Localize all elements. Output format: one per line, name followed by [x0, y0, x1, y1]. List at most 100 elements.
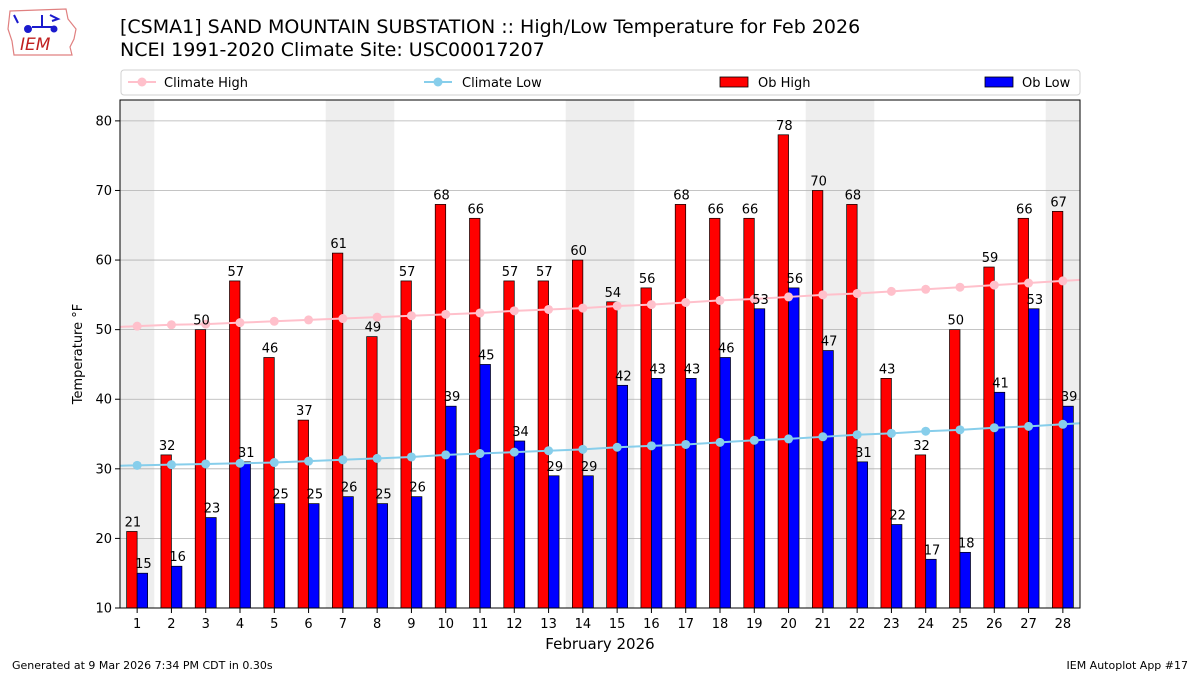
- climate-low-line: [119, 422, 1081, 467]
- ob-low-bar: [822, 350, 834, 609]
- legend-label: Climate Low: [462, 76, 542, 91]
- y-tick-label: 60: [95, 254, 112, 269]
- ob-high-bar: [194, 329, 207, 609]
- ob-low-bar: [753, 308, 766, 609]
- ob-high-label: 46: [262, 341, 279, 356]
- ob-low-bar: [239, 461, 251, 609]
- climate-low-point: [338, 455, 348, 465]
- ob-high-bar: [743, 217, 755, 609]
- climate-low-point: [646, 441, 656, 451]
- ob-high-label: 59: [982, 251, 999, 266]
- climate-high-point: [681, 298, 691, 308]
- chart-subtitle: NCEI 1991-2020 Climate Site: USC00017207: [120, 39, 545, 61]
- climate-high-point: [132, 321, 142, 331]
- climate-high-point: [166, 320, 176, 330]
- climate-low-point: [235, 458, 245, 468]
- ob-high-bar: [263, 357, 275, 609]
- ob-low-label: 45: [478, 348, 495, 363]
- footer-app: IEM Autoplot App #17: [1066, 659, 1189, 672]
- ob-low-bar: [925, 558, 937, 609]
- ob-high-bar: [914, 454, 927, 609]
- ob-low-label: 31: [238, 446, 255, 461]
- climate-low-point: [475, 449, 485, 459]
- climate-low-point: [509, 447, 519, 457]
- x-tick-label: 6: [304, 617, 312, 632]
- climate-low-point: [1024, 421, 1034, 431]
- ob-low-label: 25: [307, 488, 324, 503]
- climate-high-point: [612, 301, 622, 311]
- climate-high-point: [1058, 276, 1068, 286]
- iem-logo: IEM: [6, 5, 82, 59]
- climate-high-point: [201, 319, 211, 329]
- footer-generated: Generated at 9 Mar 2026 7:34 PM CDT in 0…: [12, 659, 273, 672]
- x-tick-label: 12: [506, 617, 523, 632]
- x-tick-label: 3: [202, 617, 210, 632]
- ob-high-bar: [434, 204, 447, 609]
- ob-low-bar: [308, 503, 320, 609]
- climate-low-point: [921, 426, 931, 436]
- ob-low-bar: [685, 378, 697, 609]
- ob-low-label: 34: [512, 425, 529, 440]
- x-tick-label: 28: [1055, 617, 1072, 632]
- x-tick-label: 26: [986, 617, 1003, 632]
- x-tick-label: 4: [236, 617, 244, 632]
- ob-low-label: 29: [547, 460, 564, 475]
- ob-low-bar: [582, 475, 594, 609]
- ob-high-bar: [366, 336, 378, 609]
- ob-high-label: 50: [947, 314, 964, 329]
- x-tick-label: 8: [373, 617, 381, 632]
- climate-low-point: [578, 444, 588, 454]
- ob-low-bar: [548, 475, 560, 609]
- x-tick-label: 18: [712, 617, 729, 632]
- ob-high-bar: [160, 454, 172, 609]
- ob-low-bar: [891, 524, 903, 609]
- climate-high-point: [441, 309, 451, 319]
- ob-high-label: 68: [673, 188, 690, 203]
- ob-high-label: 68: [845, 188, 862, 203]
- climate-high-point: [269, 316, 279, 326]
- ob-high-label: 70: [810, 174, 827, 189]
- legend-ob-high: Ob High: [719, 76, 811, 91]
- ob-high-label: 37: [296, 404, 313, 419]
- x-tick-label: 17: [677, 617, 694, 632]
- ob-low-label: 25: [375, 488, 392, 503]
- ob-low-bar: [856, 461, 868, 609]
- climate-low-point: [886, 428, 896, 438]
- ob-high-label: 54: [605, 286, 622, 301]
- ob-low-label: 39: [444, 390, 461, 405]
- climate-high-point: [818, 290, 828, 300]
- climate-high-point: [475, 308, 485, 318]
- x-tick-label: 21: [815, 617, 832, 632]
- ob-low-bar: [273, 503, 286, 609]
- climate-low-point: [715, 437, 725, 447]
- ob-low-bar: [376, 503, 388, 609]
- legend-ob-low: Ob Low: [984, 76, 1071, 91]
- ob-low-label: 15: [135, 557, 152, 572]
- ob-low-label: 26: [409, 481, 426, 496]
- ob-low-bar: [445, 405, 457, 609]
- ob-low-bar: [1028, 308, 1040, 609]
- ob-high-bar: [880, 378, 892, 609]
- climate-high-point: [406, 311, 416, 321]
- ob-low-label: 41: [992, 376, 1009, 391]
- climate-high-point: [921, 284, 931, 294]
- ob-high-label: 66: [742, 202, 759, 217]
- ob-high-label: 21: [125, 515, 142, 530]
- climate-low-point: [372, 453, 382, 463]
- ob-low-bar: [719, 357, 731, 609]
- ob-high-bar: [983, 266, 995, 609]
- ob-low-label: 42: [615, 369, 632, 384]
- ob-high-bar: [777, 134, 789, 609]
- climate-high-point: [544, 304, 554, 314]
- climate-high-point: [886, 286, 896, 296]
- climate-high-point: [715, 295, 725, 305]
- climate-low-point: [201, 459, 211, 469]
- ob-low-label: 18: [958, 536, 975, 551]
- climate-high-point: [955, 282, 965, 292]
- ob-high-label: 56: [639, 272, 656, 287]
- climate-low-point: [269, 458, 279, 468]
- climate-low-point: [955, 425, 965, 435]
- ob-low-bar: [513, 440, 526, 609]
- y-tick-label: 10: [95, 602, 112, 617]
- climate-low-point: [818, 432, 828, 442]
